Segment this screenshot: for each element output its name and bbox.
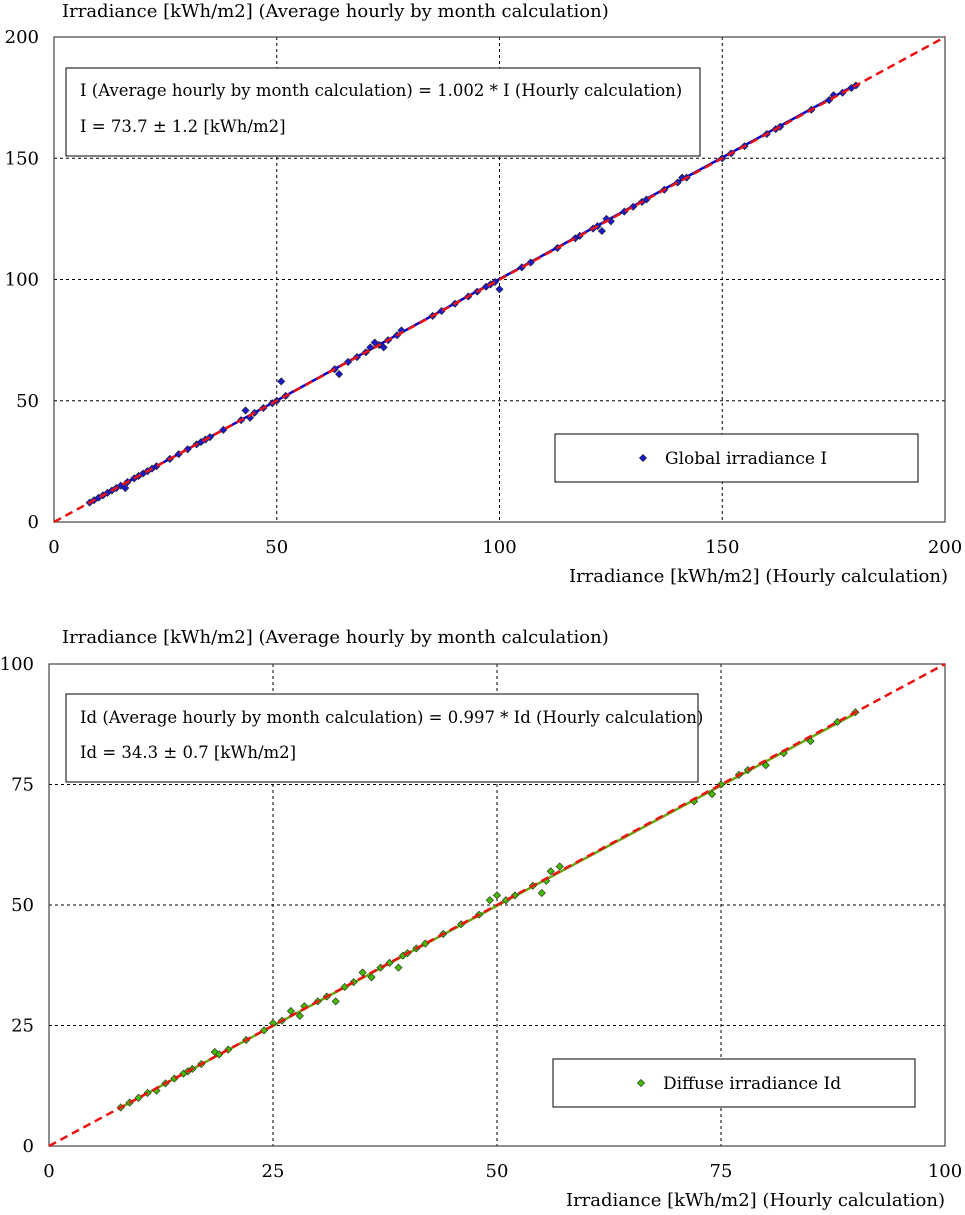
- data-point: [295, 1011, 304, 1020]
- y-tick-label: 50: [11, 895, 34, 916]
- x-tick-label: 100: [482, 537, 516, 558]
- x-tick-label: 0: [43, 1161, 54, 1182]
- data-point: [510, 891, 519, 900]
- data-point: [495, 285, 504, 294]
- y-tick-label: 150: [5, 148, 39, 169]
- data-point: [121, 484, 130, 493]
- y-tick-label: 50: [16, 391, 39, 412]
- legend-label: Global irradiance I: [665, 449, 827, 469]
- x-axis-title: Irradiance [kWh/m2] (Hourly calculation): [566, 1190, 945, 1211]
- x-tick-label: 25: [262, 1161, 285, 1182]
- annotation-mean: I = 73.7 ± 1.2 [kWh/m2]: [80, 117, 286, 136]
- annotation-box: [65, 693, 699, 783]
- data-point: [344, 357, 353, 366]
- x-tick-label: 100: [928, 1161, 962, 1182]
- data-point: [245, 413, 255, 422]
- data-point: [260, 1026, 269, 1035]
- annotation-box: [65, 67, 701, 157]
- legend-box: [554, 433, 919, 483]
- data-point: [526, 258, 535, 267]
- legend-marker: [638, 453, 648, 463]
- y-axis-title: Irradiance [kWh/m2] (Average hourly by m…: [62, 627, 609, 648]
- data-point: [394, 963, 403, 972]
- data-point: [366, 343, 375, 352]
- y-tick-label: 100: [0, 654, 34, 675]
- data-point: [492, 891, 502, 900]
- data-point: [379, 343, 388, 352]
- y-tick-label: 0: [23, 1136, 34, 1157]
- chart-1: 0 50 100 150 200 0 50 100 150 200 Irradiance [kWh/…: [5, 1, 963, 587]
- legend-label: Diffuse irradiance Id: [663, 1074, 841, 1094]
- x-tick-label: 150: [705, 537, 739, 558]
- annotation-mean: Id = 34.3 ± 0.7 [kWh/m2]: [80, 743, 296, 762]
- plot-area: [53, 36, 946, 523]
- data-point: [358, 968, 367, 977]
- y-tick-label: 100: [5, 270, 39, 291]
- data-point: [485, 896, 494, 905]
- data-point: [555, 862, 564, 871]
- data-point: [331, 997, 340, 1006]
- data-point: [546, 867, 555, 876]
- x-tick-label: 200: [928, 537, 962, 558]
- y-axis-title: Irradiance [kWh/m2] (Average hourly by m…: [62, 1, 609, 22]
- data-point: [385, 958, 394, 967]
- data-point: [761, 761, 770, 770]
- legend-marker: [636, 1078, 646, 1088]
- chart-2: 0 25 50 75 100 0 25 50 75 100 Irradiance [kWh/m2] …: [0, 627, 962, 1211]
- data-point: [673, 178, 682, 187]
- data-point: [277, 377, 286, 386]
- data-point: [491, 277, 500, 286]
- identity-line: [48, 662, 946, 1148]
- data-point: [367, 973, 376, 982]
- x-tick-label: 0: [48, 537, 59, 558]
- data-point: [806, 737, 815, 746]
- legend-box: [552, 1058, 916, 1108]
- data-point: [537, 888, 546, 897]
- data-point: [708, 790, 717, 799]
- data-point: [241, 406, 250, 415]
- plot-area: [48, 663, 946, 1147]
- y-tick-label: 0: [28, 512, 39, 533]
- identity-line: [53, 35, 946, 524]
- annotation-equation: I (Average hourly by month calculation) …: [80, 81, 682, 100]
- annotation-equation: Id (Average hourly by month calculation)…: [80, 708, 703, 727]
- x-axis-title: Irradiance [kWh/m2] (Hourly calculation): [569, 566, 948, 587]
- y-tick-label: 200: [5, 27, 39, 48]
- data-point: [629, 202, 638, 211]
- x-tick-label: 75: [710, 1161, 733, 1182]
- data-point: [597, 226, 606, 236]
- x-tick-label: 50: [486, 1161, 509, 1182]
- x-tick-label: 50: [265, 537, 288, 558]
- y-tick-label: 25: [11, 1016, 34, 1037]
- data-point: [335, 370, 344, 379]
- y-tick-label: 75: [11, 775, 34, 796]
